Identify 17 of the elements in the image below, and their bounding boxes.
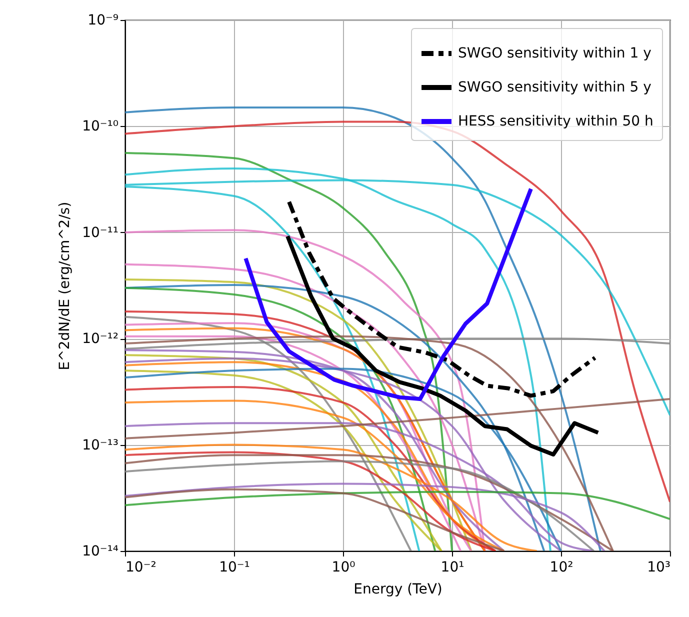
y-axis-title: E^2dN/dE (erg/cm^2/s) bbox=[57, 202, 74, 370]
x-tick-label: 10¹ bbox=[440, 560, 464, 576]
x-tick-label: 10⁻² bbox=[126, 560, 156, 576]
x-tick-label: 10⁰ bbox=[332, 560, 356, 576]
y-tick-label: 10⁻⁹ bbox=[88, 12, 119, 28]
y-tick-label: 10⁻¹¹ bbox=[82, 224, 118, 241]
y-tick-label: 10⁻¹² bbox=[82, 331, 118, 348]
legend-label: SWGO sensitivity within 1 y bbox=[458, 46, 652, 62]
y-tick-label: 10⁻¹⁴ bbox=[82, 544, 119, 560]
x-axis-title: Energy (TeV) bbox=[354, 582, 442, 598]
legend-label: HESS sensitivity within 50 h bbox=[458, 114, 654, 130]
x-tick-label: 10⁻¹ bbox=[219, 560, 250, 576]
x-tick-label: 10³ bbox=[647, 560, 670, 576]
y-tick-label: 10⁻¹³ bbox=[82, 437, 118, 454]
x-tick-label: 10² bbox=[550, 560, 574, 576]
y-tick-label: 10⁻¹⁰ bbox=[82, 118, 119, 135]
legend-label: SWGO sensitivity within 5 y bbox=[458, 80, 652, 96]
